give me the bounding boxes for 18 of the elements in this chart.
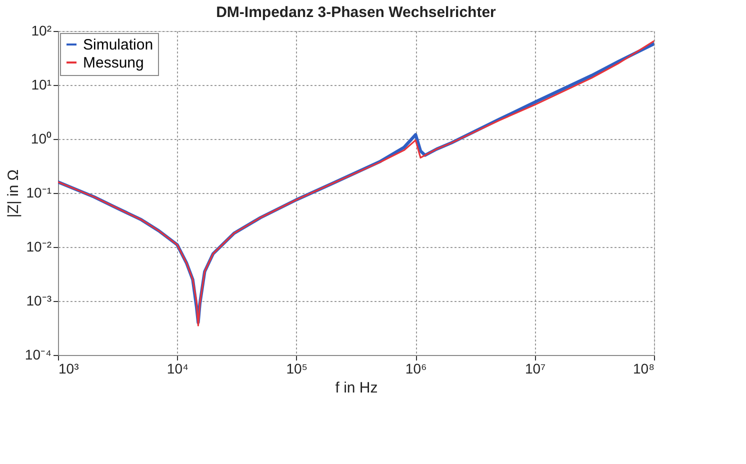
x-tick-label: 10⁸ — [633, 360, 655, 376]
x-axis-title: f in Hz — [335, 380, 378, 396]
legend-label: Messung — [83, 54, 144, 72]
x-tick-label: 10⁷ — [524, 360, 546, 376]
y-tick-label: 10⁻² — [26, 238, 52, 254]
x-tick-label: 10³ — [58, 360, 80, 376]
chart-title: DM-Impedanz 3-Phasen Wechselrichter — [216, 4, 496, 21]
legend-label: Simulation — [83, 36, 154, 54]
y-tick-label: 10² — [31, 22, 52, 38]
x-tick-label: 10⁵ — [286, 360, 308, 376]
y-tick-label: 10⁻⁴ — [24, 346, 52, 362]
y-tick-label: 10⁻¹ — [26, 184, 52, 200]
x-tick-label: 10⁴ — [166, 360, 188, 376]
y-tick-label: 10⁰ — [30, 130, 52, 146]
y-axis-title: |Z| in Ω — [4, 169, 22, 218]
x-tick-label: 10⁶ — [405, 360, 427, 376]
y-tick-label: 10¹ — [31, 76, 52, 92]
y-tick-label: 10⁻³ — [26, 292, 52, 308]
